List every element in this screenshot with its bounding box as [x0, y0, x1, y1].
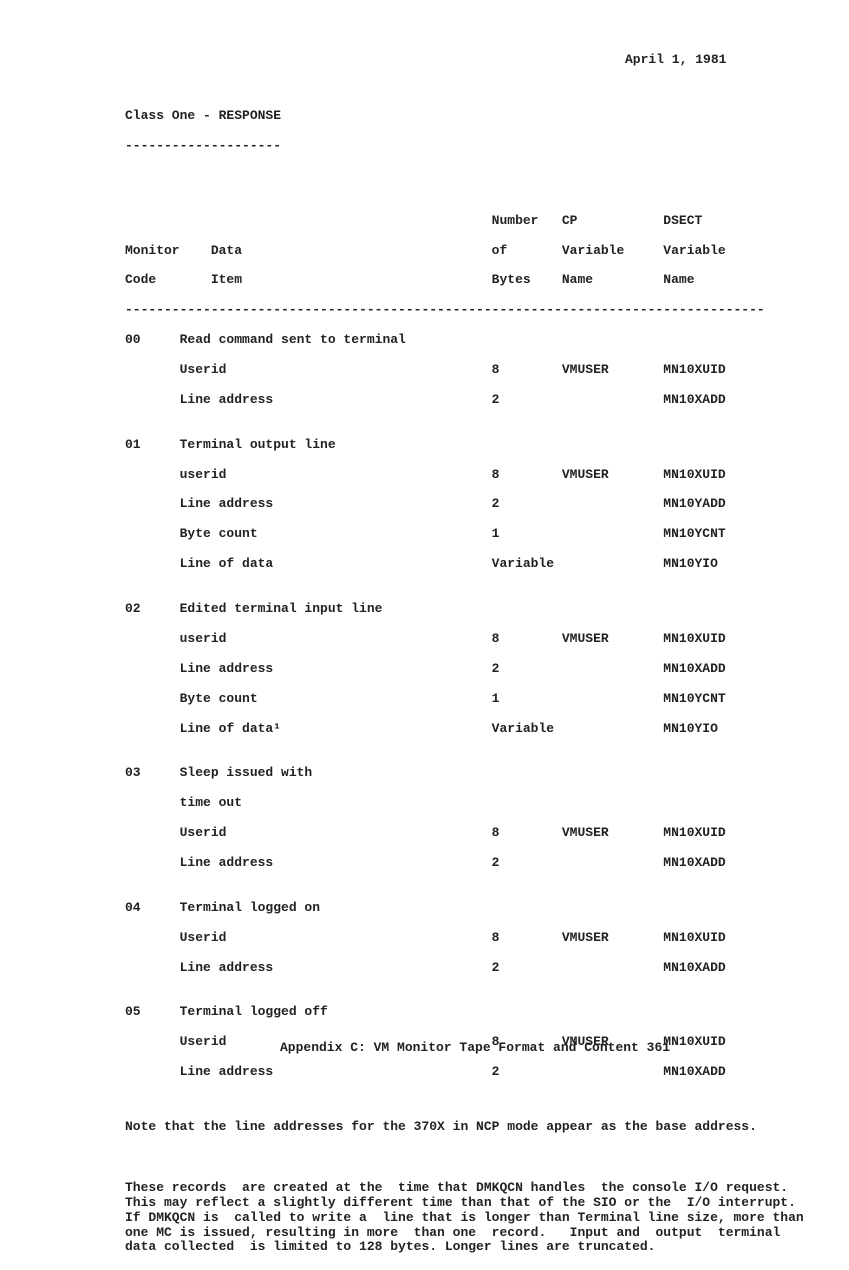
- header-dash: ----------------------------------------…: [125, 303, 809, 318]
- table-row: 05 Terminal logged off: [125, 1005, 809, 1020]
- table-row: Byte count 1 MN10YCNT: [125, 692, 809, 707]
- page-footer: Appendix C: VM Monitor Tape Format and C…: [280, 1040, 670, 1055]
- table-row: userid 8 VMUSER MN10XUID: [125, 468, 809, 483]
- page-body: Class One - RESPONSE -------------------…: [0, 0, 849, 1270]
- table-row: Line address 2 MN10XADD: [125, 1065, 809, 1080]
- table-row: Byte count 1 MN10YCNT: [125, 527, 809, 542]
- header-line: Code Item Bytes Name Name: [125, 273, 809, 288]
- note-paragraph: Note that the line addresses for the 370…: [125, 1120, 815, 1135]
- table-row: 03 Sleep issued with: [125, 766, 809, 781]
- spacer: [125, 1150, 809, 1156]
- header-line: Monitor Data of Variable Variable: [125, 244, 809, 259]
- page-date: April 1, 1981: [625, 52, 726, 67]
- table-row: Line address 2 MN10XADD: [125, 662, 809, 677]
- table-row: 02 Edited terminal input line: [125, 602, 809, 617]
- table-row: 01 Terminal output line: [125, 438, 809, 453]
- table-row: Line address 2 MN10XADD: [125, 961, 809, 976]
- table-row: Line address 2 MN10XADD: [125, 393, 809, 408]
- section-underline: --------------------: [125, 139, 809, 154]
- table-row: Line of data¹ Variable MN10YIO: [125, 722, 809, 737]
- data-table: Number CP DSECT Monitor Data of Variable…: [125, 199, 809, 1095]
- note-paragraph: These records are created at the time th…: [125, 1181, 815, 1256]
- table-row: Userid 8 VMUSER MN10XUID: [125, 363, 809, 378]
- table-row: Userid 8 VMUSER MN10XUID: [125, 826, 809, 841]
- section-title: Class One - RESPONSE: [125, 109, 809, 124]
- table-row: 04 Terminal logged on: [125, 901, 809, 916]
- table-row: Line address 2 MN10YADD: [125, 497, 809, 512]
- table-row: userid 8 VMUSER MN10XUID: [125, 632, 809, 647]
- table-row: Line of data Variable MN10YIO: [125, 557, 809, 572]
- table-row: Line address 2 MN10XADD: [125, 856, 809, 871]
- header-line: Number CP DSECT: [125, 214, 809, 229]
- table-row: Userid 8 VMUSER MN10XUID: [125, 931, 809, 946]
- table-row: time out: [125, 796, 809, 811]
- table-row: 00 Read command sent to terminal: [125, 333, 809, 348]
